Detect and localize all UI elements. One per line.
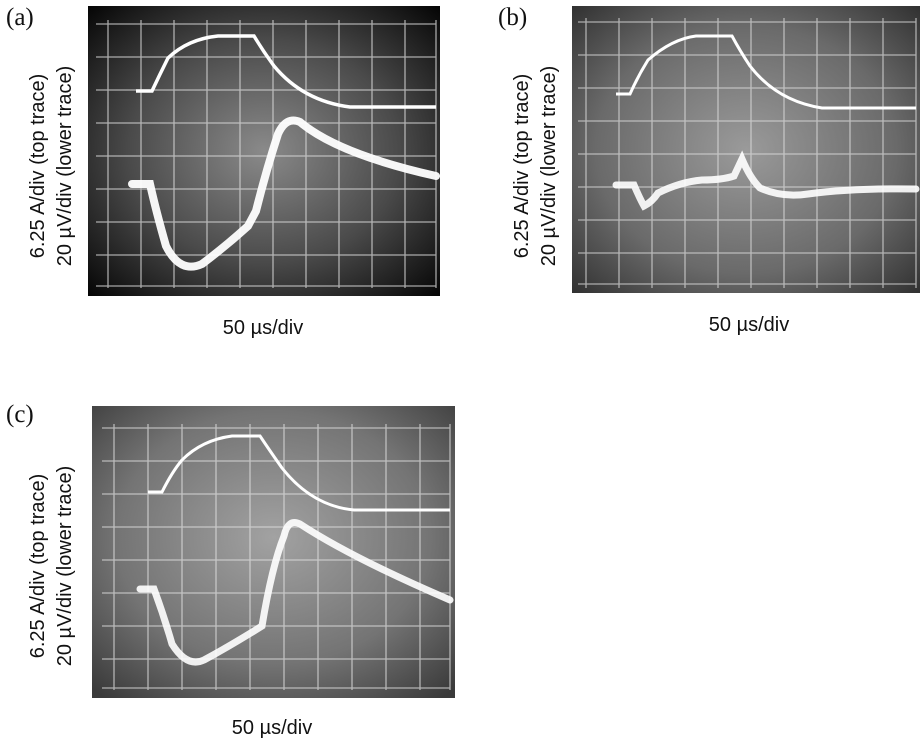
x-axis-label-c: 50 µs/div [231,717,313,739]
lower-trace [612,150,920,211]
lower-trace [128,116,440,271]
screen-background [92,406,455,698]
top-trace [136,34,436,109]
top-trace [148,434,450,512]
screen-background [572,6,920,293]
graticule-grid [578,18,917,288]
y-axis-label-a: 6.25 A/div (top trace) 20 µV/div (lower … [25,16,79,316]
y-label-lower-trace-b: 20 µV/div (lower trace) [538,65,560,267]
panel-label-b: (b) [498,4,528,31]
panel-label-c: (c) [6,401,34,428]
y-label-top-trace-c: 6.25 A/div (top trace) [27,473,49,659]
y-label-lower-trace-c: 20 µV/div (lower trace) [54,465,76,667]
oscilloscope-photo-a [88,6,440,296]
lower-trace [136,519,454,666]
y-label-top-trace-b: 6.25 A/div (top trace) [511,73,533,259]
top-trace [616,34,916,110]
graticule-grid [102,424,451,690]
oscilloscope-photo-b [572,6,920,293]
oscilloscope-photo-c [92,406,455,698]
y-label-lower-trace-a: 20 µV/div (lower trace) [54,65,76,267]
y-axis-label-b: 6.25 A/div (top trace) 20 µV/div (lower … [509,16,563,316]
y-axis-label-c: 6.25 A/div (top trace) 20 µV/div (lower … [25,416,79,716]
x-axis-label-a: 50 µs/div [222,317,304,339]
panel-label-a: (a) [6,4,34,31]
x-axis-label-b: 50 µs/div [708,314,790,336]
y-label-top-trace-a: 6.25 A/div (top trace) [27,73,49,259]
